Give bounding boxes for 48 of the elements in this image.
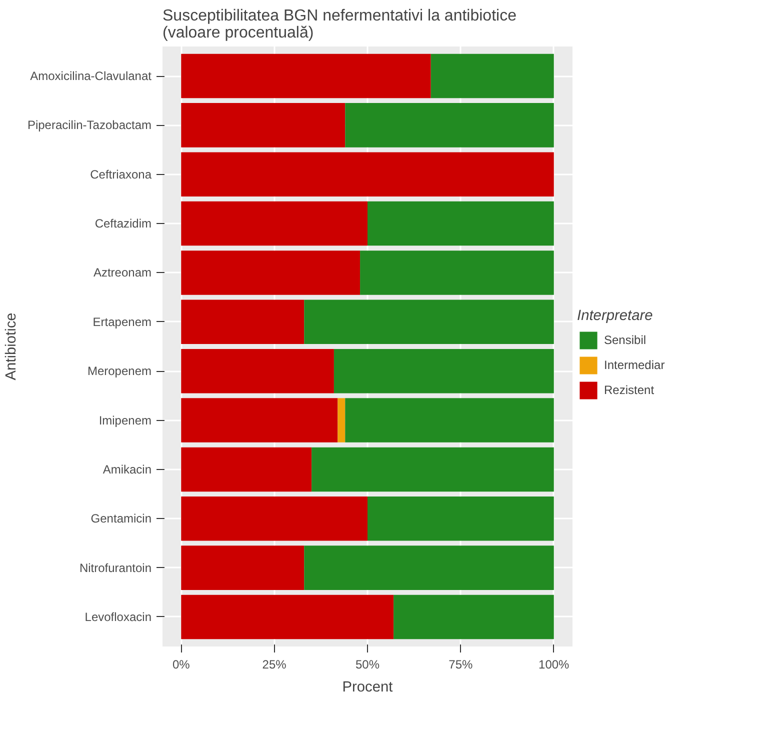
legend-label: Rezistent	[604, 383, 654, 397]
bar	[394, 594, 554, 640]
bar	[345, 398, 554, 442]
x-tick-label: 50%	[355, 658, 380, 672]
bar	[181, 152, 554, 196]
bar	[181, 201, 368, 246]
y-tick-label: Ceftriaxona	[90, 167, 152, 182]
y-tick-label: Amikacin	[102, 462, 152, 476]
chart-title: Susceptibilitatea BGN nefermentativi la antibiotice (valoare procentuală)	[162, 8, 517, 42]
bar	[334, 348, 554, 394]
x-tick-label: 25%	[262, 658, 287, 672]
y-tick-label: Meropenem	[87, 364, 152, 378]
y-tick-label: Ceftazidim	[94, 216, 152, 231]
x-tick-label: 0%	[172, 658, 190, 672]
y-tick-label: Imipenem	[98, 413, 152, 428]
bar	[430, 54, 554, 98]
y-tick-label: Aztreonam	[93, 266, 152, 280]
bar	[181, 546, 304, 590]
legend-title: Interpretare	[577, 308, 654, 324]
y-tick-label: Amoxicilina-Clavulanat	[30, 69, 152, 84]
bar	[181, 103, 346, 148]
bar	[304, 546, 554, 590]
bar	[312, 447, 554, 492]
y-tick-label: Nitrofurantoin	[79, 560, 152, 575]
bar	[181, 594, 394, 640]
bar	[181, 447, 312, 492]
y-tick-label: Levofloxacin	[84, 610, 152, 624]
bar	[368, 496, 554, 541]
x-tick-label: 75%	[448, 658, 474, 672]
y-tick-label: Ertapenem	[92, 314, 152, 329]
x-axis-title: Procent	[342, 680, 393, 696]
bar	[304, 300, 554, 344]
legend-label: Intermediar	[604, 358, 665, 372]
bar	[181, 54, 431, 98]
bar	[368, 201, 554, 246]
bar	[181, 348, 334, 394]
bar	[338, 398, 346, 442]
bar	[181, 250, 360, 295]
bar	[360, 250, 554, 295]
bar	[345, 103, 554, 148]
bar	[181, 398, 338, 442]
bar	[181, 496, 368, 541]
y-tick-label: Gentamicin	[90, 512, 152, 526]
legend-label: Sensibil	[604, 333, 646, 347]
x-tick-label: 100%	[538, 658, 570, 672]
bar	[181, 300, 304, 344]
y-axis-title: Antibiotice	[3, 312, 20, 380]
y-tick-label: Piperacilin-Tazobactam	[27, 118, 152, 132]
